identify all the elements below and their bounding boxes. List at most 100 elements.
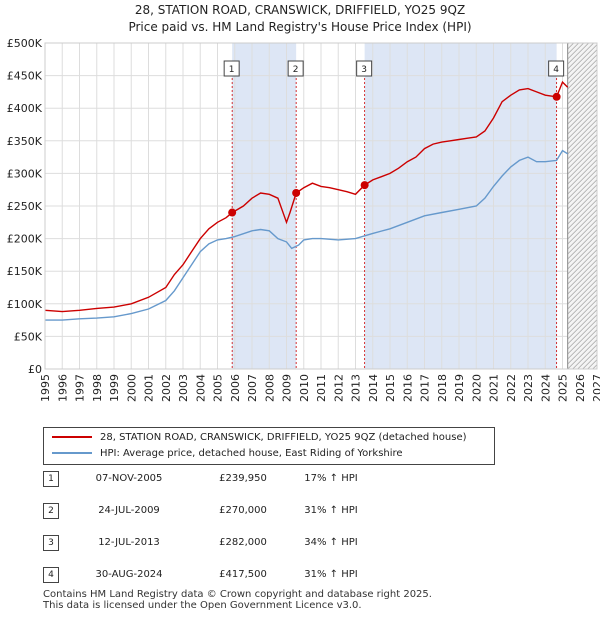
hatch-line <box>567 84 597 115</box>
sale-markers: 1 2 3 4 <box>223 60 565 217</box>
x-tick-label: 2000 <box>125 374 138 402</box>
x-tick-label: 2018 <box>436 374 449 402</box>
y-tick-label: £50K <box>14 330 43 343</box>
x-tick-label: 1995 <box>39 374 52 402</box>
hatch-line <box>567 184 597 215</box>
legend-property-label: 28, STATION ROAD, CRANSWICK, DRIFFIELD, … <box>100 432 467 443</box>
y-tick-label: £200K <box>7 233 43 246</box>
sale-hpi-change: 31% ↑ HPI <box>304 569 358 580</box>
hatch-line <box>567 309 597 340</box>
x-tick-label: 2013 <box>350 374 363 402</box>
sale-price: £417,500 <box>219 569 267 580</box>
sale-3-badge <box>356 60 373 77</box>
hatch-line <box>567 199 597 230</box>
x-tick-label: 2004 <box>194 374 207 402</box>
x-tick-label: 1997 <box>74 374 87 402</box>
y-tick-label: £350K <box>7 135 43 148</box>
x-tick-label: 2014 <box>367 374 380 402</box>
sale-date: 07-NOV-2005 <box>95 473 163 484</box>
y-tick-label: £500K <box>7 37 43 50</box>
sale-2-badge-label: 2 <box>293 65 299 75</box>
sale-row: 4 30-AUG-2024 £417,500 31% ↑ HPI <box>43 567 600 587</box>
hatch-line <box>567 179 597 210</box>
sale-number: 1 <box>43 471 59 487</box>
x-tick-label: 2016 <box>401 374 414 402</box>
hatch-line <box>567 189 597 220</box>
y-tick-label: £450K <box>7 70 43 83</box>
sale-number: 4 <box>43 567 59 583</box>
x-tick-label: 2026 <box>574 374 587 402</box>
series-lines <box>44 43 569 369</box>
sale-4-badge <box>548 60 565 77</box>
legend: 28, STATION ROAD, CRANSWICK, DRIFFIELD, … <box>43 427 495 465</box>
x-tick-label: 2017 <box>419 374 432 402</box>
legend-property-swatch <box>52 436 92 438</box>
sale-1-badge-label: 1 <box>229 65 235 75</box>
x-tick-label: 2025 <box>557 374 570 402</box>
x-tick-label: 1996 <box>56 374 69 402</box>
sale-2-badge <box>287 60 304 77</box>
hatch-line <box>567 299 597 330</box>
sale-2-point <box>292 188 301 197</box>
sale-4-badge-label: 4 <box>553 65 559 75</box>
price-chart: 1 2 3 4 £0 £50K £100K £150K £200K £250K £300K £350… <box>7 37 600 402</box>
sale-1-badge <box>223 60 240 77</box>
x-tick-label: 2007 <box>246 374 259 402</box>
x-tick-label: 2023 <box>522 374 535 402</box>
y-tick-label: £100K <box>7 298 43 311</box>
property-series-line <box>44 80 569 313</box>
hatch-line <box>567 69 597 100</box>
hatch-line <box>567 194 597 225</box>
sale-row: 1 07-NOV-2005 £239,950 17% ↑ HPI <box>43 471 600 491</box>
x-tick-label: 2010 <box>298 374 311 402</box>
x-tick-label: 1998 <box>91 374 104 402</box>
axes: £0 £50K £100K £150K £200K £250K £300K £350K £400… <box>7 37 600 402</box>
sale-3-point <box>360 181 369 190</box>
sale-hpi-change: 31% ↑ HPI <box>304 505 358 516</box>
x-tick-label: 2011 <box>315 374 328 402</box>
footer-licence: This data is licensed under the Open Gov… <box>43 600 362 611</box>
y-tick-label: £400K <box>7 102 43 115</box>
y-tick-label: £300K <box>7 167 43 180</box>
hatch-line <box>567 289 597 320</box>
sale-date: 12-JUL-2013 <box>98 537 160 548</box>
future-hatch <box>567 43 597 369</box>
sale-price: £239,950 <box>219 473 267 484</box>
hatch-line <box>567 94 597 125</box>
x-tick-label: 2001 <box>143 374 156 402</box>
legend-property: 28, STATION ROAD, CRANSWICK, DRIFFIELD, … <box>52 430 467 446</box>
y-tick-label: £0 <box>28 363 42 376</box>
hatch-line <box>567 304 597 335</box>
x-tick-label: 2022 <box>505 374 518 402</box>
chart-title-address: 28, STATION ROAD, CRANSWICK, DRIFFIELD, … <box>134 3 466 17</box>
hatch-line <box>567 204 597 235</box>
x-tick-label: 2015 <box>384 374 397 402</box>
sale-price: £282,000 <box>219 537 267 548</box>
legend-hpi-swatch <box>52 452 92 454</box>
x-tick-label: 1999 <box>108 374 121 402</box>
x-tick-label: 2020 <box>470 374 483 402</box>
chart-subtitle: Price paid vs. HM Land Registry's House … <box>128 20 472 34</box>
footer: Contains HM Land Registry data © Crown c… <box>43 589 432 611</box>
x-tick-label: 2024 <box>539 374 552 402</box>
legend-hpi-label: HPI: Average price, detached house, East… <box>100 448 403 459</box>
sale-row: 3 12-JUL-2013 £282,000 34% ↑ HPI <box>43 535 600 555</box>
sale-4-point <box>552 92 561 101</box>
y-tick-label: £150K <box>7 265 43 278</box>
hatch-line <box>567 74 597 105</box>
sale-3-badge-label: 3 <box>361 65 367 75</box>
sale-hpi-change: 17% ↑ HPI <box>304 473 358 484</box>
x-tick-label: 2012 <box>332 374 345 402</box>
x-tick-label: 2021 <box>488 374 501 402</box>
sale-price: £270,000 <box>219 505 267 516</box>
sale-date: 24-JUL-2009 <box>98 505 160 516</box>
x-tick-label: 2006 <box>229 374 242 402</box>
hatch-line <box>567 79 597 110</box>
x-tick-label: 2002 <box>160 374 173 402</box>
x-tick-label: 2008 <box>263 374 276 402</box>
plot-frame <box>44 42 598 370</box>
sale-hpi-change: 34% ↑ HPI <box>304 537 358 548</box>
sale-number: 3 <box>43 535 59 551</box>
x-tick-label: 2005 <box>212 374 225 402</box>
footer-copyright: Contains HM Land Registry data © Crown c… <box>43 589 432 600</box>
